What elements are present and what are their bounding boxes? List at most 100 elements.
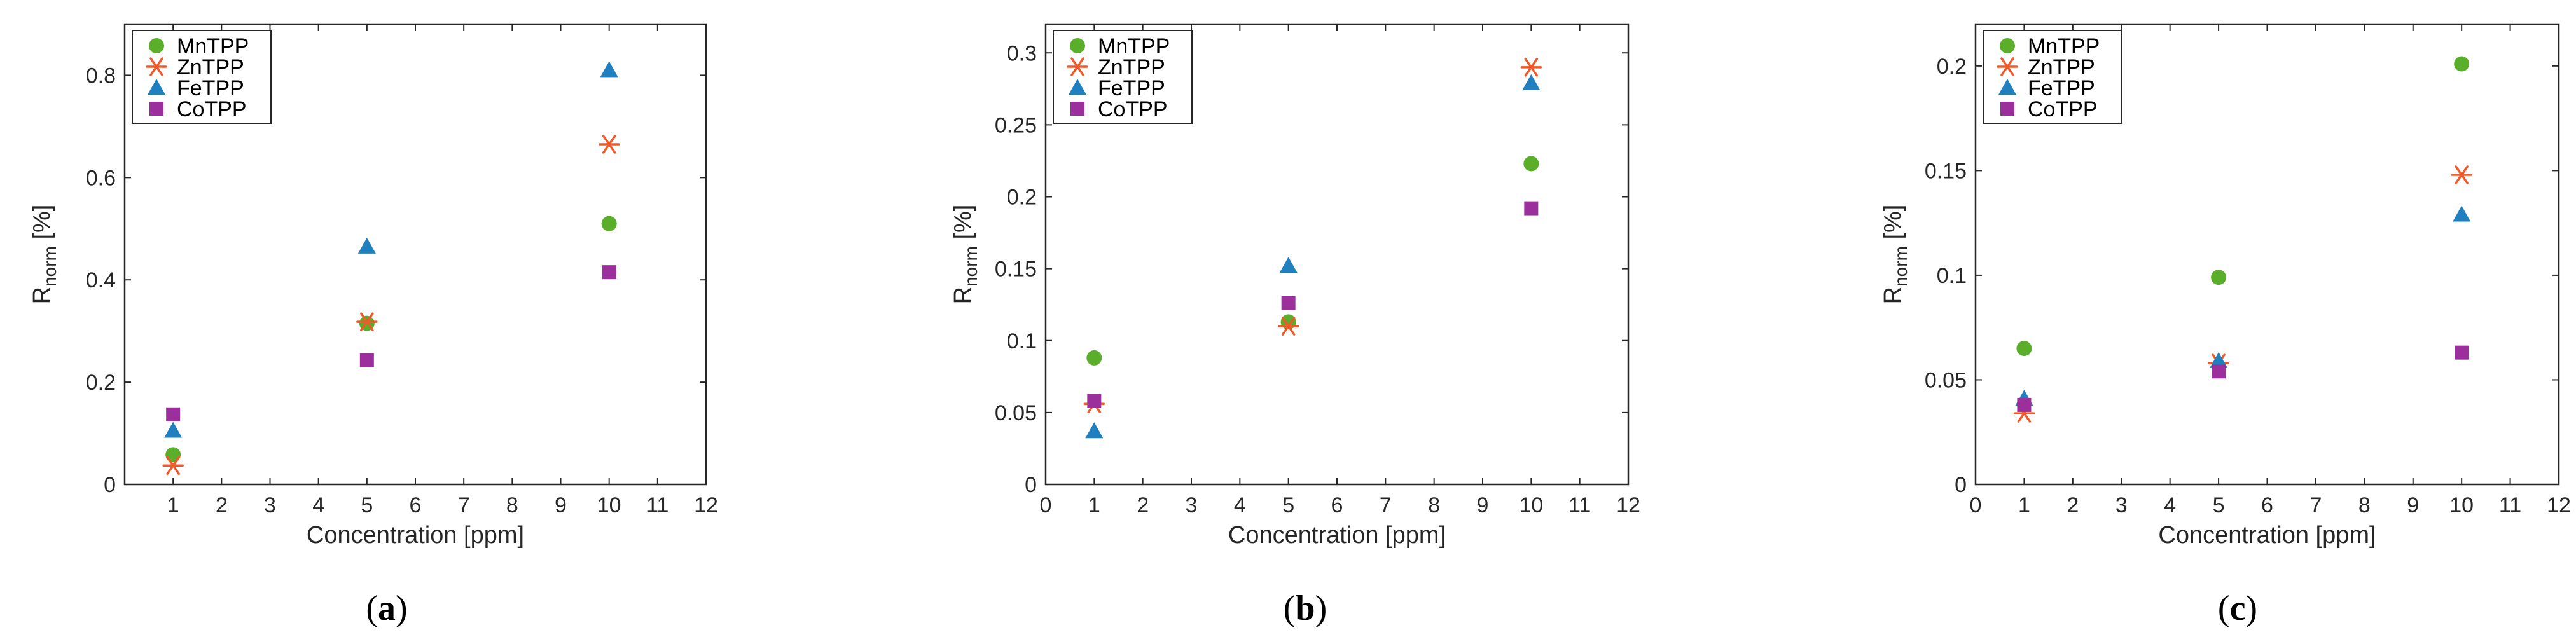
- legend-label-zntpp: ZnTPP: [177, 55, 244, 79]
- x-tick-label: 1: [1088, 493, 1100, 517]
- legend-marker-zntpp: [146, 57, 167, 76]
- x-tick-label: 3: [264, 493, 276, 517]
- x-tick-label: 2: [1137, 493, 1149, 517]
- point-cotpp: [1281, 296, 1296, 310]
- y-tick-label: 0.25: [995, 113, 1037, 137]
- y-tick-label: 0.1: [1937, 264, 1967, 288]
- point-zntpp: [1277, 317, 1299, 336]
- legend-label-fetpp: FeTPP: [1098, 76, 1165, 100]
- legend-label-cotpp: CoTPP: [177, 97, 247, 121]
- panel-caption: (b): [1284, 589, 1327, 628]
- x-tick-label: 11: [1568, 493, 1591, 517]
- legend-label-zntpp: ZnTPP: [1098, 55, 1165, 79]
- x-tick-label: 3: [1186, 493, 1198, 517]
- y-tick-label: 0: [1025, 473, 1037, 497]
- x-tick-label: 2: [2067, 493, 2079, 517]
- point-fetpp: [2453, 205, 2471, 222]
- x-axis-label: Concentration [ppm]: [1228, 522, 1446, 549]
- point-mntpp: [1523, 156, 1539, 172]
- point-zntpp: [2451, 165, 2472, 184]
- x-tick-label: 12: [1616, 493, 1640, 517]
- x-tick-label: 1: [167, 493, 179, 517]
- x-tick-label: 0: [1040, 493, 1052, 517]
- legend-label-cotpp: CoTPP: [2028, 97, 2098, 121]
- point-mntpp: [2454, 56, 2470, 72]
- legend-label-fetpp: FeTPP: [177, 76, 244, 100]
- x-tick-label: 6: [2261, 493, 2273, 517]
- point-mntpp: [1086, 350, 1102, 366]
- panel-caption: (a): [366, 589, 407, 628]
- x-axis-label: Concentration [ppm]: [2158, 522, 2376, 549]
- point-zntpp: [162, 456, 184, 475]
- point-fetpp: [1522, 74, 1541, 90]
- y-tick-label: 0.4: [86, 268, 116, 292]
- y-axis-label: Rnorm [%]: [950, 205, 981, 305]
- point-cotpp: [2212, 364, 2226, 379]
- legend-label-fetpp: FeTPP: [2028, 76, 2095, 100]
- x-axis-label: Concentration [ppm]: [307, 522, 524, 549]
- x-tick-label: 12: [694, 493, 718, 517]
- point-zntpp: [598, 135, 620, 154]
- x-tick-label: 2: [216, 493, 228, 517]
- x-tick-label: 8: [506, 493, 518, 517]
- x-tick-label: 6: [1331, 493, 1343, 517]
- x-tick-label: 4: [312, 493, 324, 517]
- y-tick-label: 0.2: [1007, 186, 1037, 210]
- y-tick-label: 0.8: [86, 64, 116, 88]
- y-tick-label: 0: [104, 473, 116, 497]
- point-mntpp: [2016, 341, 2032, 357]
- x-tick-label: 10: [597, 493, 621, 517]
- point-cotpp: [1524, 201, 1539, 216]
- point-cotpp: [2455, 345, 2469, 360]
- legend-marker-zntpp: [1067, 57, 1088, 76]
- legend-label-zntpp: ZnTPP: [2028, 55, 2095, 79]
- x-tick-label: 10: [2449, 493, 2474, 517]
- y-tick-label: 0.2: [86, 371, 116, 395]
- x-tick-label: 8: [1428, 493, 1440, 517]
- x-tick-label: 4: [2164, 493, 2176, 517]
- x-tick-label: 4: [1234, 493, 1246, 517]
- point-mntpp: [601, 216, 617, 231]
- x-tick-label: 10: [1519, 493, 1543, 517]
- legend-marker-cotpp: [1070, 102, 1084, 116]
- point-fetpp: [600, 61, 618, 78]
- legend-marker-fetpp: [1069, 79, 1086, 95]
- legend-marker-cotpp: [2000, 102, 2014, 116]
- x-tick-label: 8: [2358, 493, 2371, 517]
- legend-marker-zntpp: [1997, 57, 2018, 76]
- y-tick-label: 0.05: [1925, 368, 1967, 392]
- point-mntpp: [2211, 270, 2227, 285]
- point-cotpp: [1087, 394, 1102, 408]
- x-tick-label: 0: [1970, 493, 1982, 517]
- y-tick-label: 0.2: [1937, 55, 1967, 79]
- x-tick-label: 5: [2213, 493, 2225, 517]
- x-tick-label: 7: [458, 493, 470, 517]
- x-tick-label: 5: [1282, 493, 1294, 517]
- x-tick-label: 9: [2407, 493, 2419, 517]
- legend-label-mntpp: MnTPP: [2028, 34, 2100, 58]
- point-cotpp: [2017, 397, 2032, 412]
- x-tick-label: 11: [2499, 493, 2521, 517]
- panel-c: 0 1 2 3 4 5 6 7 8 9 10 11 1200.050.10.150.2Concentra…: [1880, 23, 2571, 628]
- legend-label-mntpp: MnTPP: [1098, 34, 1170, 58]
- point-mntpp: [165, 447, 181, 463]
- y-axis-label: Rnorm [%]: [1880, 205, 1911, 305]
- x-tick-label: 12: [2547, 493, 2571, 517]
- legend-marker-fetpp: [1998, 79, 2016, 95]
- y-axis-label: Rnorm [%]: [29, 205, 60, 305]
- legend-marker-mntpp: [149, 38, 164, 53]
- legend-label-cotpp: CoTPP: [1098, 97, 1168, 121]
- y-tick-label: 0.1: [1007, 329, 1037, 353]
- legend-marker-mntpp: [1070, 38, 1085, 53]
- panel-b: 0 1 2 3 4 5 6 7 8 9 10 11 1200.050.10.150.20.250.3Co…: [950, 23, 1640, 628]
- point-cotpp: [166, 407, 181, 421]
- point-fetpp: [1085, 422, 1104, 439]
- legend-marker-fetpp: [148, 79, 165, 95]
- x-tick-label: 3: [2116, 493, 2128, 517]
- panel-caption: (c): [2218, 589, 2257, 628]
- point-zntpp: [1520, 58, 1542, 77]
- point-fetpp: [2210, 352, 2228, 368]
